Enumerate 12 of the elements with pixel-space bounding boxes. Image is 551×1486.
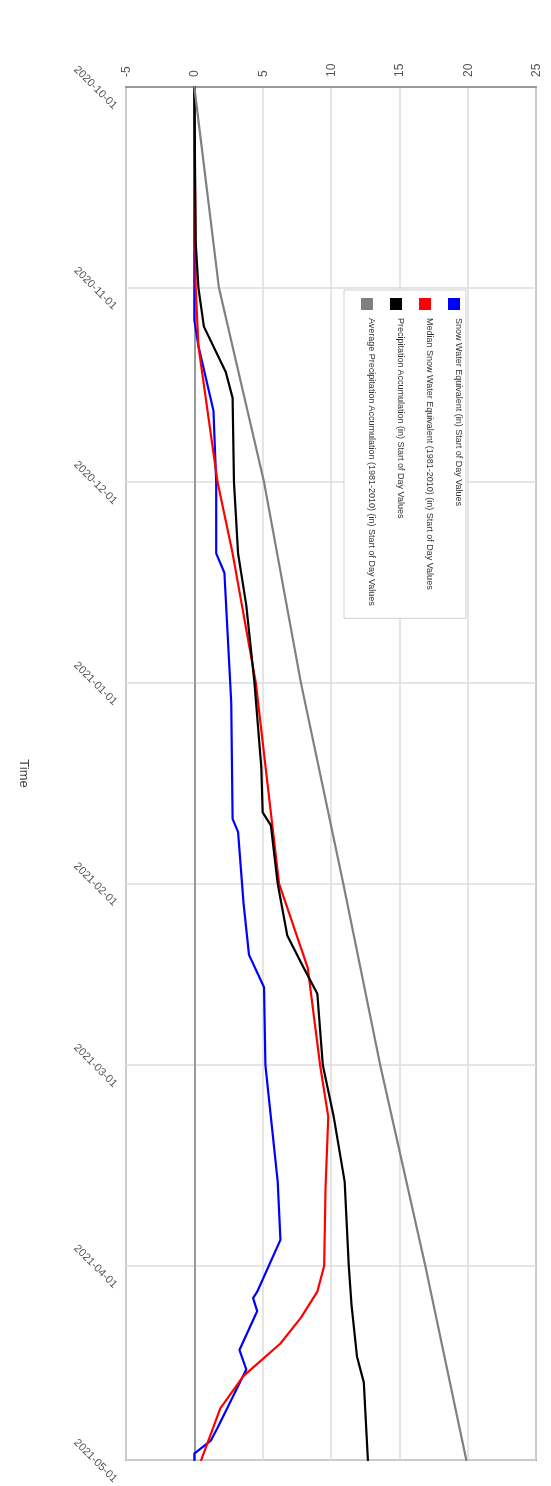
y-axis-title: Time — [17, 759, 32, 788]
x-tick-label: 0 — [187, 70, 202, 77]
legend-label: Average Precipitation Accumulation (1981-2010) (in) Start of Day Values — [367, 318, 377, 607]
x-tick-label: 15 — [392, 63, 407, 77]
legend-label: Precipitation Accumulation (in) Start of Day Values — [396, 318, 406, 519]
legend-label: Median Snow Water Equivalent (1981-2010) (in) Start of Day Values — [425, 318, 435, 591]
x-tick-label: 20 — [460, 63, 475, 77]
x-tick-label: 25 — [529, 63, 543, 77]
x-tick-label: 10 — [324, 63, 338, 77]
legend-label: Snow Water Equivalent (in) Start of Day Values — [454, 318, 464, 507]
x-tick-label: 5 — [255, 70, 270, 77]
x-tick-label: -5 — [119, 66, 133, 77]
